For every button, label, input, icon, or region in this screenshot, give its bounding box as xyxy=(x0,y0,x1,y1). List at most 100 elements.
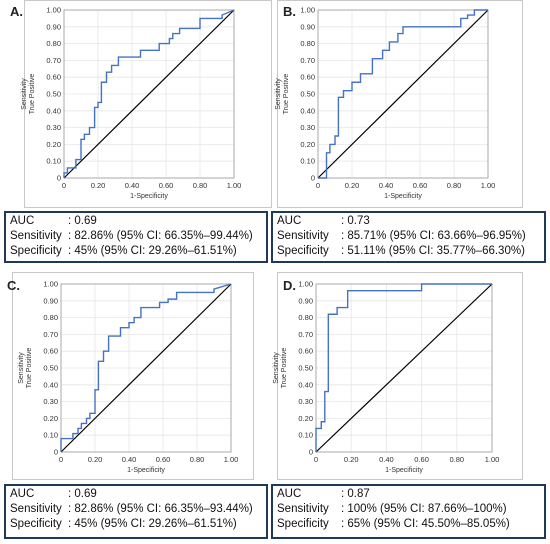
roc-chart-c: C. 0 0.10 0.20 0.30 0.40 0.50 0.60 0.70 0.80 0.90 1… xyxy=(7,278,238,474)
y-tick-label: 0.30 xyxy=(43,397,58,406)
stats-value: : 45% (95% CI: 29.26%–61.51%) xyxy=(68,245,237,257)
roc-curve-line xyxy=(60,283,232,452)
stats-value: : 65% (95% CI: 45.50%–85.05%) xyxy=(341,518,510,530)
stats-row-sensitivity: Sensitivity: 85.71% (95% CI: 63.66%–96.9… xyxy=(277,229,540,244)
y-tick-label: 0.70 xyxy=(46,56,61,65)
x-axis-title: 1-Specificity xyxy=(127,467,165,474)
y-tick-label: 0.60 xyxy=(300,73,315,82)
stats-value: : 51.11% (95% CI: 35.77%–66.30%) xyxy=(341,245,525,257)
y-axis-title: True Positive xyxy=(283,74,290,115)
y-axis-title: Sensitivity xyxy=(21,78,28,110)
y-tick-label: 0.70 xyxy=(43,330,58,339)
roc-chart-a: A. 0 0.10 0.20 0.30 0.40 0.50 0.60 0.70 0.80 0.90 1… xyxy=(10,4,241,200)
reference-diagonal-line xyxy=(315,283,493,453)
y-tick-label: 1.00 xyxy=(298,280,313,289)
x-axis-title: 1-Specificity xyxy=(130,193,168,200)
panel-letter: B. xyxy=(283,4,296,19)
stats-row-specificity: Specificity : 65% (95% CI: 45.50%–85.05%) xyxy=(277,517,540,532)
y-tick-label: 0.30 xyxy=(298,397,313,406)
y-tick-label: 1.00 xyxy=(46,6,61,15)
stats-row-sensitivity: Sensitivity: 100% (95% CI: 87.66%–100%) xyxy=(277,502,540,517)
stats-key: Sensitivity xyxy=(10,503,62,515)
stats-row-auc: AUC: 0.69 xyxy=(10,214,262,229)
reference-diagonal-line xyxy=(60,283,232,453)
x-tick-label: 0.80 xyxy=(449,455,464,464)
y-tick-label: 0.20 xyxy=(46,140,61,149)
y-tick-label: 0.10 xyxy=(298,431,313,440)
y-tick-label: 0.60 xyxy=(298,347,313,356)
y-tick-label: 0 xyxy=(309,448,313,457)
y-tick-label: 0.80 xyxy=(298,313,313,322)
roc-panel-d: D. 0 0.10 0.20 0.30 0.40 0.50 0.60 0.70 0.80 0.90 1… xyxy=(273,272,550,482)
stats-value: : 82.86% (95% CI: 66.35%–99.44%) xyxy=(68,230,253,242)
y-tick-label: 0.50 xyxy=(300,90,315,99)
roc-curve-line xyxy=(318,9,488,179)
panel-frame xyxy=(24,0,272,208)
y-tick-label: 0 xyxy=(54,448,58,457)
y-axis-title: Sensitivity xyxy=(273,352,280,384)
y-tick-label: 0.50 xyxy=(43,364,58,373)
y-axis-title: Sensitivity xyxy=(18,352,25,384)
stats-value: : 82.86% (95% CI: 66.35%–93.44%) xyxy=(68,503,253,515)
y-tick-label: 1.00 xyxy=(43,280,58,289)
x-tick-label: 0.20 xyxy=(88,455,103,464)
stats-key: Sensitivity xyxy=(277,230,329,242)
panel-frame xyxy=(12,272,254,480)
x-tick-label: 0.60 xyxy=(156,455,171,464)
panel-frame xyxy=(277,0,523,208)
stats-key: Specificity xyxy=(277,518,329,530)
x-tick-label: 1.00 xyxy=(485,455,500,464)
y-tick-label: 0.60 xyxy=(43,347,58,356)
stats-row-auc: AUC : 0.73 xyxy=(277,214,540,229)
panel-letter: D. xyxy=(283,278,296,293)
stats-value: : 100% (95% CI: 87.66%–100%) xyxy=(341,503,507,515)
roc-chart-d: D. 0 0.10 0.20 0.30 0.40 0.50 0.60 0.70 0.80 0.90 1… xyxy=(273,278,500,474)
y-tick-label: 0.90 xyxy=(46,22,61,31)
x-tick-label: 0.20 xyxy=(91,181,106,190)
x-tick-label: 0.40 xyxy=(379,455,394,464)
y-tick-label: 0.60 xyxy=(46,73,61,82)
x-tick-label: 0.20 xyxy=(344,455,359,464)
y-tick-label: 1.00 xyxy=(300,6,315,15)
stats-value: : 0.73 xyxy=(341,215,370,227)
y-tick-label: 0.40 xyxy=(46,106,61,115)
y-tick-label: 0.90 xyxy=(298,296,313,305)
roc-chart-b: B. 0 0.10 0.20 0.30 0.40 0.50 0.60 0.70 0.80 0.90 1… xyxy=(275,4,496,200)
y-tick-label: 0.40 xyxy=(298,380,313,389)
y-tick-label: 0.40 xyxy=(300,106,315,115)
x-tick-label: 0 xyxy=(59,455,63,464)
stats-key: AUC xyxy=(10,215,35,227)
x-tick-label: 0.60 xyxy=(414,455,429,464)
y-tick-label: 0.80 xyxy=(300,39,315,48)
stats-key: Specificity xyxy=(277,245,329,257)
roc-panel-b: B. 0 0.10 0.20 0.30 0.40 0.50 0.60 0.70 0.80 0.90 1… xyxy=(275,0,550,210)
panel-frame xyxy=(277,272,523,480)
stats-key: AUC xyxy=(277,488,302,500)
stats-box-d: AUC : 0.87 Sensitivity: 100% (95% CI: 87.… xyxy=(271,484,546,539)
roc-panel-a: A. 0 0.10 0.20 0.30 0.40 0.50 0.60 0.70 0.80 0.90 1… xyxy=(0,0,275,210)
stats-key: Specificity xyxy=(10,245,62,257)
x-tick-label: 0.60 xyxy=(413,181,428,190)
stats-row-auc: AUC : 0.87 xyxy=(277,487,540,502)
stats-key: AUC xyxy=(277,215,302,227)
stats-row-specificity: Specificity : 51.11% (95% CI: 35.77%–66.3… xyxy=(277,244,540,259)
stats-value: : 0.87 xyxy=(341,488,370,500)
x-tick-label: 0.80 xyxy=(190,455,205,464)
y-tick-label: 0.50 xyxy=(298,364,313,373)
y-tick-label: 0.20 xyxy=(300,140,315,149)
y-tick-label: 0.10 xyxy=(43,431,58,440)
y-tick-label: 0.90 xyxy=(43,296,58,305)
x-axis-title: 1-Specificity xyxy=(384,193,422,200)
stats-key: Sensitivity xyxy=(10,230,62,242)
x-tick-label: 0 xyxy=(62,181,66,190)
y-tick-label: 0.10 xyxy=(46,157,61,166)
plot-frame xyxy=(317,9,489,179)
y-tick-label: 0.20 xyxy=(298,414,313,423)
x-tick-label: 1.00 xyxy=(481,181,496,190)
y-tick-label: 0.80 xyxy=(46,39,61,48)
y-tick-label: 0.90 xyxy=(300,22,315,31)
plot-frame xyxy=(60,283,232,453)
roc-panel-c: C. 0 0.10 0.20 0.30 0.40 0.50 0.60 0.70 0.80 0.90 1… xyxy=(0,272,275,482)
y-tick-label: 0 xyxy=(311,174,315,183)
y-tick-label: 0.10 xyxy=(300,157,315,166)
